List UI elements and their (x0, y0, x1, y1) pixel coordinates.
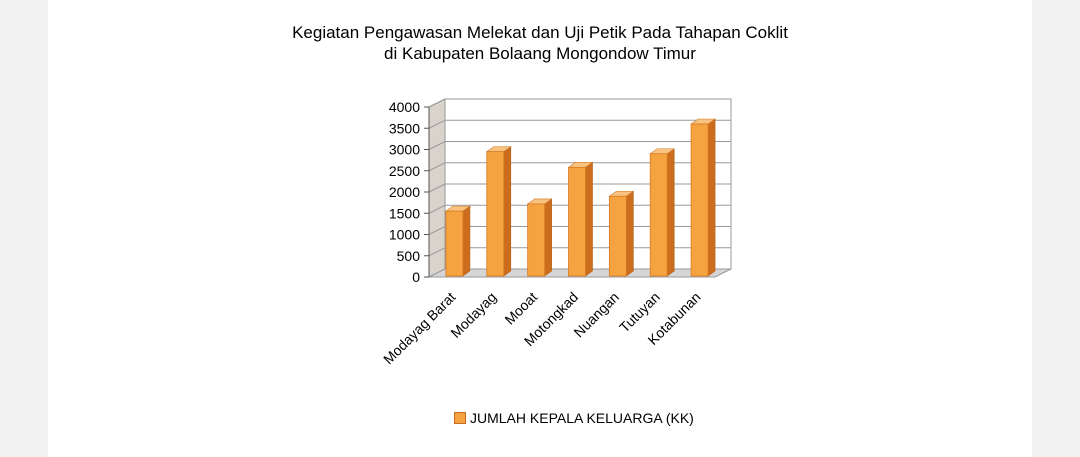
gridline (428, 141, 731, 150)
gridline (428, 98, 731, 108)
bar (690, 123, 709, 277)
bar (568, 166, 586, 277)
y-tick-label: 1500 (389, 205, 420, 221)
gridline (428, 247, 731, 257)
bar-side (666, 148, 675, 277)
y-tick-label: 500 (397, 248, 421, 264)
chart-title: Kegiatan Pengawasan Melekat dan Uji Peti… (0, 22, 1080, 64)
bar (486, 151, 505, 277)
bar-side (585, 161, 593, 277)
chart-title-line-1: Kegiatan Pengawasan Melekat dan Uji Peti… (292, 23, 788, 42)
bar (649, 153, 668, 277)
category-label: Modayag (447, 289, 499, 341)
bar (527, 203, 546, 277)
legend: JUMLAH KEPALA KELUARGA (KK) (454, 408, 694, 428)
chart-title-line-2: di Kabupaten Bolaang Mongondow Timur (384, 44, 696, 63)
bar-side (626, 190, 634, 277)
bar-side (707, 118, 716, 277)
y-tick-label: 3500 (389, 120, 420, 136)
legend-swatch (454, 412, 466, 424)
bar (445, 210, 464, 277)
gridline (428, 119, 731, 129)
y-tick-label: 1000 (389, 227, 420, 243)
bar-side (462, 205, 471, 277)
y-tick-label: 4000 (389, 99, 420, 115)
y-tick-label: 3000 (389, 142, 420, 158)
y-tick-label: 2000 (389, 184, 420, 200)
gridline (428, 204, 731, 214)
bar-side (503, 146, 512, 277)
gridline (428, 162, 731, 172)
gridline (428, 226, 731, 235)
category-label: Nuangan (570, 289, 621, 340)
gridline (428, 183, 731, 193)
legend-label: JUMLAH KEPALA KELUARGA (KK) (470, 410, 694, 426)
category-label: Modayag Barat (380, 289, 459, 368)
category-label: Mooat (501, 289, 540, 328)
bar (608, 195, 627, 277)
bar-side (544, 198, 552, 277)
y-tick-label: 2500 (389, 163, 420, 179)
y-tick-label: 0 (412, 269, 420, 285)
